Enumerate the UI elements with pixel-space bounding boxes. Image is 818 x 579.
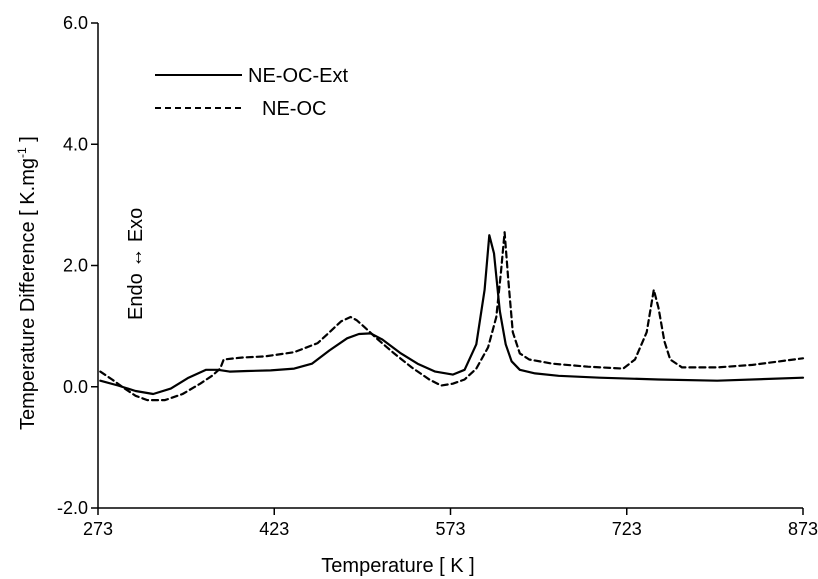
x-ticks: 273 423 573 723 873 xyxy=(83,508,818,539)
series-line-ne-oc-ext xyxy=(99,234,805,396)
x-tick-label: 573 xyxy=(435,519,465,539)
y-tick-label: -2.0 xyxy=(57,498,88,518)
y-tick-label: 4.0 xyxy=(63,134,88,154)
x-axis-title: Temperature [ K ] xyxy=(321,555,474,577)
series-line-ne-oc xyxy=(99,231,805,402)
legend: NE-OC-Ext NE-OC xyxy=(155,65,348,120)
legend-label-ne-oc-ext: NE-OC-Ext xyxy=(248,65,348,87)
series-layer xyxy=(99,231,805,402)
y-axis-title: Temperature Difference [ K.mg-1 ] xyxy=(15,136,39,430)
y-tick-label: 2.0 xyxy=(63,256,88,276)
legend-label-ne-oc: NE-OC xyxy=(262,98,326,120)
x-tick-label: 273 xyxy=(83,519,113,539)
y-ticks: -2.0 0.0 2.0 4.0 6.0 xyxy=(57,13,98,518)
y-tick-label: 6.0 xyxy=(63,13,88,33)
y-axis-title-main: Temperature Difference [ K.mg xyxy=(17,158,39,430)
x-tick-label: 423 xyxy=(259,519,289,539)
y-axis-title-sup: -1 xyxy=(15,147,29,158)
axes xyxy=(97,23,803,509)
endo-exo-annotation: Endo ↔ Exo xyxy=(125,208,147,320)
x-tick-label: 873 xyxy=(788,519,818,539)
y-axis-title-end: ] xyxy=(17,136,39,147)
y-tick-label: 0.0 xyxy=(63,377,88,397)
x-tick-label: 723 xyxy=(612,519,642,539)
